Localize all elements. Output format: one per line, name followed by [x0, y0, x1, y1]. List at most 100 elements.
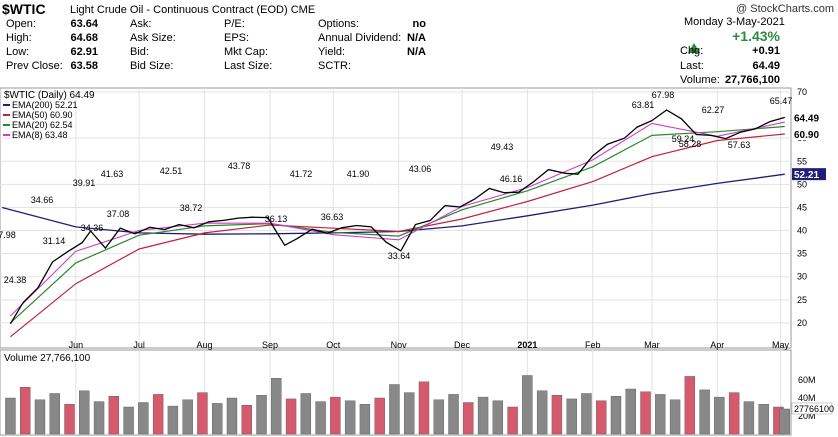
legend-label: EMA(20) 62.54: [12, 120, 73, 130]
ema50-value-tag: 60.90: [794, 130, 819, 141]
exchange: CME: [290, 4, 316, 16]
volume-bar: [226, 397, 238, 435]
price-annotation: 34.36: [81, 223, 104, 233]
y-tick-label: 35: [797, 249, 807, 259]
copyright[interactable]: @ StockCharts.com: [736, 3, 834, 15]
volume-last-tag: 27766100: [794, 404, 834, 414]
price-annotation: 59.24: [672, 134, 695, 144]
quote-label: Annual Dividend:: [318, 32, 402, 44]
volume-bar: [758, 404, 769, 435]
volume-bar: [241, 405, 252, 435]
volume-bar: [49, 393, 60, 435]
price-annotation: 24.38: [4, 275, 27, 285]
volume-bar: [256, 395, 267, 435]
volume-bar: [359, 404, 371, 435]
ema20-line: [9, 125, 785, 324]
chart-header: $WTIC Light Crude Oil - Continuous Contr…: [0, 0, 838, 20]
price-annotation: 43.06: [409, 164, 432, 174]
volume-bar: [536, 390, 548, 435]
price-annotation: 65.47: [770, 96, 793, 106]
volume-value: 27,766,100: [724, 74, 780, 86]
price-annotation: 36.13: [265, 214, 288, 224]
volume-bar: [285, 398, 297, 435]
volume-tick-label: 40M: [798, 393, 816, 403]
price-annotation: 62.27: [702, 105, 725, 115]
price-annotation: 42.51: [160, 166, 183, 176]
quote-value: no: [412, 18, 426, 30]
y-tick-label: 25: [797, 295, 807, 305]
volume-bar: [477, 396, 489, 435]
volume-bar: [669, 399, 681, 435]
price-annotation: 33.64: [388, 251, 411, 261]
x-tick-label: Jul: [133, 340, 145, 350]
quote-label: Low:: [6, 46, 30, 58]
quote-value: 64.68: [70, 32, 98, 44]
price-label: $WTIC (Daily) 64.49: [4, 90, 95, 101]
last-value: 64.49: [752, 60, 780, 72]
x-tick-label: Jun: [69, 340, 84, 350]
x-tick-label: Sep: [262, 340, 278, 350]
volume-bar: [344, 400, 356, 435]
last-label: Last:: [680, 60, 704, 72]
legend-label: EMA(200) 52.21: [12, 100, 78, 110]
volume-bar: [300, 393, 312, 435]
volume-bar: [79, 390, 90, 435]
ema200-value-tag: 52.21: [794, 170, 819, 181]
volume-bar: [507, 406, 518, 435]
volume-bar: [625, 388, 636, 435]
symbol: $WTIC: [2, 1, 46, 17]
volume-bar: [551, 395, 563, 435]
x-tick-label: Apr: [710, 340, 724, 350]
ema50-line: [10, 133, 785, 338]
up-arrow-icon: [688, 43, 700, 53]
volume-bar: [522, 375, 533, 435]
quote-label: Open:: [6, 18, 36, 30]
price-annotation: 38.72: [180, 203, 203, 213]
x-tick-label: Nov: [391, 340, 408, 350]
chg-label: Chg:: [680, 45, 704, 57]
volume-bar: [138, 402, 149, 435]
quote-value: 63.64: [70, 18, 98, 30]
x-tick-label: Oct: [326, 340, 341, 350]
y-tick-label: 50: [797, 179, 807, 189]
y-tick-label: 70: [797, 87, 807, 97]
quote-value: 63.58: [70, 60, 98, 72]
volume-bar: [779, 408, 790, 435]
y-tick-label: 45: [797, 202, 807, 212]
volume-bar: [123, 406, 134, 435]
volume-bar: [315, 401, 326, 435]
volume-bar: [699, 389, 710, 435]
pct-change: +1.43%: [732, 28, 780, 44]
volume-bar: [5, 397, 16, 435]
volume-bar: [64, 404, 75, 435]
volume-bar: [404, 392, 415, 435]
volume-bar: [374, 397, 385, 435]
price-annotation: 31.14: [43, 236, 66, 246]
volume-bar: [463, 402, 474, 435]
quote-summary: Monday 3-May-2021 +1.43% Chg: +0.91 Last…: [680, 15, 836, 87]
price-annotation: 67.98: [652, 90, 675, 100]
y-tick-label: 20: [797, 318, 807, 328]
volume-bar: [684, 376, 696, 435]
volume-bar: [108, 396, 120, 435]
volume-bar: [655, 394, 666, 435]
price-annotation: 58.28: [679, 139, 702, 149]
volume-bar: [728, 392, 740, 435]
quote-value: N/A: [407, 32, 426, 44]
description: Light Crude Oil - Continuous Contract (E…: [70, 4, 315, 16]
y-tick-label: 55: [797, 156, 807, 166]
volume-bar: [581, 393, 592, 435]
x-tick-label: Feb: [585, 340, 601, 350]
price-panel: [0, 87, 792, 349]
price-annotation: 41.63: [101, 169, 124, 179]
volume-bar: [152, 394, 164, 435]
volume-bar: [448, 394, 459, 435]
price-annotation: 39.91: [73, 178, 96, 188]
volume-bar: [212, 403, 223, 435]
price-annotation: 49.43: [491, 142, 514, 152]
volume-bar: [610, 396, 622, 435]
volume-tick-label: 20M: [798, 411, 816, 421]
quote-label: Ask:: [130, 18, 152, 30]
volume-bar: [20, 387, 31, 435]
volume-label: Volume:: [680, 74, 720, 86]
